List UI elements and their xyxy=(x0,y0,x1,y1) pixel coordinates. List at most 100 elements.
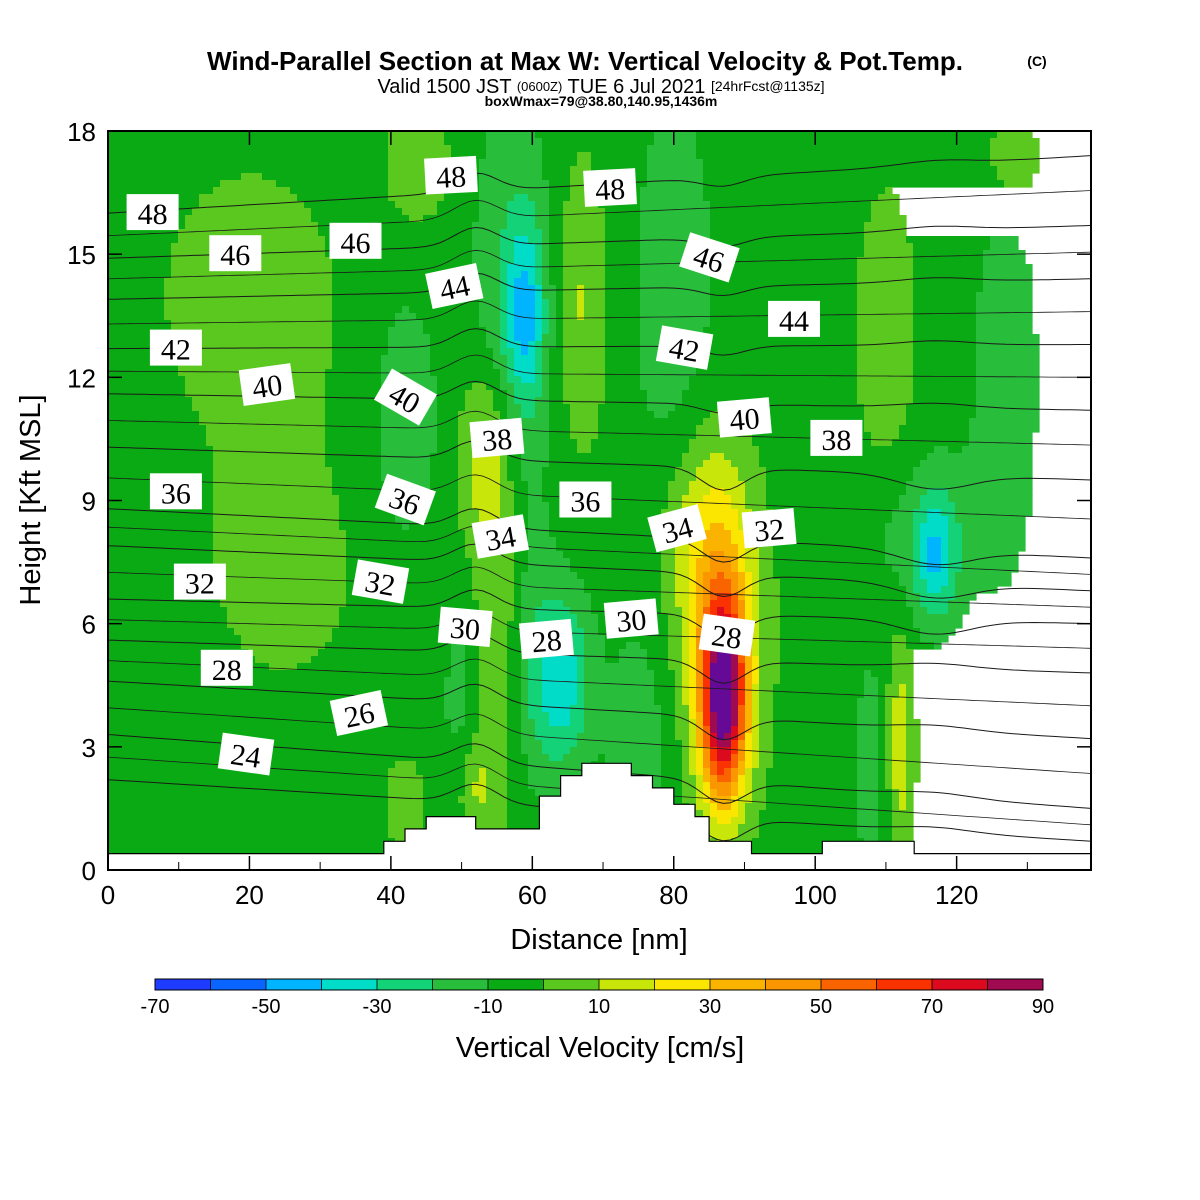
velocity-cell xyxy=(535,313,543,321)
velocity-cell xyxy=(731,460,760,468)
contour-label: 34 xyxy=(647,504,707,553)
velocity-cell xyxy=(962,558,1019,566)
velocity-cell xyxy=(577,698,585,706)
velocity-cell xyxy=(605,320,641,328)
velocity-cell xyxy=(703,663,711,671)
y-tick-label: 12 xyxy=(67,363,96,393)
velocity-cell xyxy=(507,376,522,384)
contour-label-box xyxy=(173,563,226,600)
velocity-cell xyxy=(605,243,641,251)
velocity-cell xyxy=(752,649,760,657)
velocity-cell xyxy=(514,614,522,622)
velocity-cell xyxy=(920,544,928,552)
velocity-cell xyxy=(976,334,1040,342)
isentrope-34 xyxy=(108,543,1091,599)
velocity-cell xyxy=(493,397,508,405)
velocity-cell xyxy=(892,747,907,755)
velocity-cell xyxy=(514,285,536,293)
velocity-cell xyxy=(178,362,333,370)
velocity-cell xyxy=(409,306,480,314)
velocity-cell xyxy=(479,628,508,636)
velocity-cell xyxy=(108,341,172,349)
velocity-cell xyxy=(696,803,711,811)
velocity-cell xyxy=(703,649,711,657)
velocity-cell xyxy=(689,614,697,622)
contour-label: 38 xyxy=(810,419,863,457)
velocity-cell xyxy=(507,334,515,342)
velocity-cell xyxy=(885,712,893,720)
velocity-cell xyxy=(507,313,515,321)
velocity-cell xyxy=(500,481,515,489)
velocity-cell xyxy=(528,565,571,573)
velocity-cell xyxy=(108,306,165,314)
velocity-cell xyxy=(388,138,445,146)
velocity-cell xyxy=(696,614,704,622)
velocity-cell xyxy=(479,292,501,300)
velocity-cell xyxy=(444,691,466,699)
velocity-cell xyxy=(605,292,641,300)
velocity-cell xyxy=(738,558,746,566)
velocity-cell xyxy=(864,691,879,699)
velocity-cell xyxy=(724,488,746,496)
velocity-cell xyxy=(528,761,592,769)
velocity-cell xyxy=(444,698,466,706)
velocity-cell xyxy=(542,138,655,146)
velocity-cell xyxy=(493,390,508,398)
contour-label: 34 xyxy=(471,514,530,559)
velocity-cell xyxy=(108,509,214,517)
velocity-cell xyxy=(605,264,641,272)
velocity-cell xyxy=(703,747,711,755)
velocity-cell xyxy=(472,243,501,251)
velocity-cell xyxy=(563,362,606,370)
velocity-cell xyxy=(500,243,515,251)
velocity-cell xyxy=(549,754,564,762)
velocity-cell xyxy=(661,579,676,587)
velocity-cell xyxy=(689,572,697,580)
contour-label: 30 xyxy=(603,598,659,639)
velocity-cell xyxy=(213,187,291,195)
velocity-cell xyxy=(605,229,641,237)
velocity-cell xyxy=(703,572,718,580)
velocity-cell xyxy=(108,313,165,321)
velocity-cell xyxy=(542,663,578,671)
velocity-cell xyxy=(542,306,550,314)
velocity-cell xyxy=(675,544,690,552)
velocity-cell xyxy=(549,243,564,251)
velocity-cell xyxy=(381,418,438,426)
velocity-cell xyxy=(703,180,1005,188)
velocity-cell xyxy=(451,649,466,657)
contour-label-text: 32 xyxy=(753,513,786,548)
velocity-cell xyxy=(647,152,697,160)
velocity-cell xyxy=(535,334,543,342)
velocity-cell xyxy=(878,796,893,804)
velocity-cell xyxy=(675,579,690,587)
velocity-cell xyxy=(542,670,578,678)
velocity-cell xyxy=(108,642,242,650)
velocity-cell xyxy=(717,726,732,734)
velocity-cell xyxy=(465,691,480,699)
velocity-cell xyxy=(878,789,893,797)
velocity-cell xyxy=(717,817,732,825)
velocity-cell xyxy=(773,530,886,538)
velocity-cell xyxy=(703,530,732,538)
velocity-cell xyxy=(857,831,879,839)
velocity-cell xyxy=(640,243,711,251)
velocity-cell xyxy=(752,593,760,601)
velocity-cell xyxy=(507,341,522,349)
velocity-cell xyxy=(507,642,522,650)
velocity-cell xyxy=(549,278,564,286)
velocity-cell xyxy=(325,383,382,391)
velocity-cell xyxy=(507,467,522,475)
velocity-cell xyxy=(521,684,529,692)
velocity-cell xyxy=(878,677,893,685)
velocity-cell xyxy=(640,187,704,195)
velocity-cell xyxy=(696,369,858,377)
velocity-cell xyxy=(381,467,431,475)
velocity-cell xyxy=(563,250,606,258)
velocity-cell xyxy=(731,754,739,762)
velocity-cell xyxy=(437,425,459,433)
velocity-cell xyxy=(710,831,739,839)
velocity-cell xyxy=(570,558,662,566)
velocity-cell xyxy=(745,698,753,706)
velocity-cell xyxy=(339,495,389,503)
